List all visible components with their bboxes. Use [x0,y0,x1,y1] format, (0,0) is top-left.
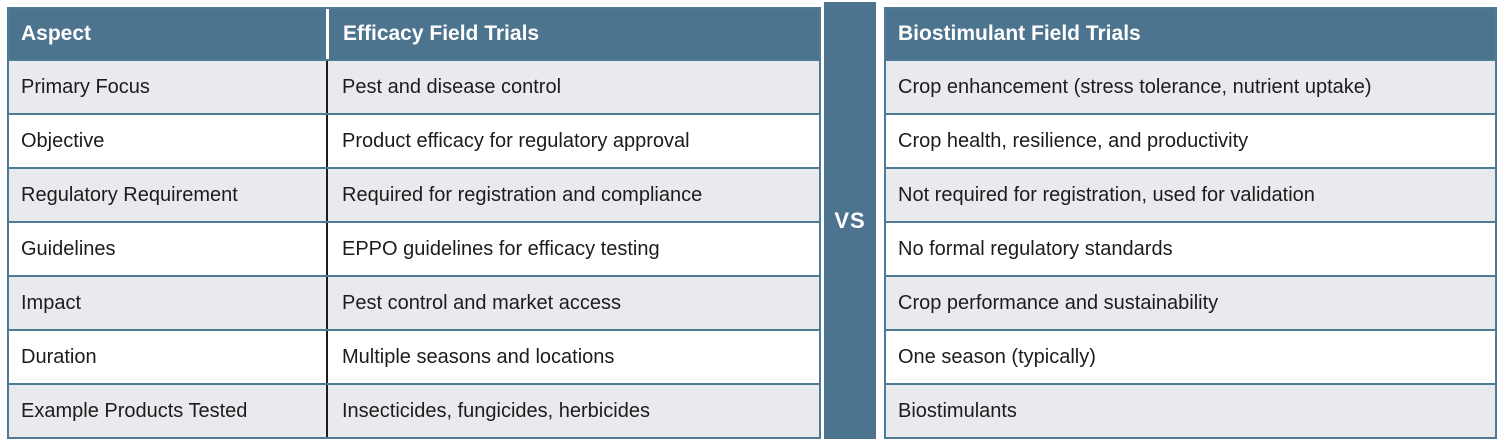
efficacy-table: Aspect Efficacy Field Trials Primary Foc… [7,7,821,439]
biostimulant-column-header: Biostimulant Field Trials [898,22,1141,45]
efficacy-cell: EPPO guidelines for efficacy testing [326,223,819,275]
biostimulant-cell: One season (typically) [898,345,1096,368]
table-row: Crop enhancement (stress tolerance, nutr… [886,59,1495,113]
efficacy-column-header: Efficacy Field Trials [326,9,819,59]
biostimulant-cell: Crop performance and sustainability [898,291,1219,314]
table-row: Primary Focus Pest and disease control [9,59,819,113]
efficacy-table-header-row: Aspect Efficacy Field Trials [9,9,819,59]
efficacy-cell: Pest and disease control [326,61,819,113]
aspect-cell: Duration [21,345,97,368]
table-row: No formal regulatory standards [886,221,1495,275]
efficacy-cell: Product efficacy for regulatory approval [326,115,819,167]
aspect-cell: Guidelines [21,237,116,260]
table-row: Biostimulants [886,383,1495,437]
table-row: Crop health, resilience, and productivit… [886,113,1495,167]
table-row: Impact Pest control and market access [9,275,819,329]
efficacy-cell: Pest control and market access [326,277,819,329]
table-row: Crop performance and sustainability [886,275,1495,329]
table-row: Duration Multiple seasons and locations [9,329,819,383]
biostimulant-table: Biostimulant Field Trials Crop enhanceme… [884,7,1497,439]
biostimulant-cell: Not required for registration, used for … [898,183,1315,206]
efficacy-cell: Multiple seasons and locations [326,331,819,383]
vs-label: VS [834,207,866,233]
table-row: Guidelines EPPO guidelines for efficacy … [9,221,819,275]
table-row: Example Products Tested Insecticides, fu… [9,383,819,437]
aspect-cell: Objective [21,129,105,152]
table-row: Objective Product efficacy for regulator… [9,113,819,167]
aspect-cell: Primary Focus [21,75,150,98]
biostimulant-cell: Biostimulants [898,399,1017,422]
aspect-cell: Example Products Tested [21,399,248,422]
efficacy-cell: Insecticides, fungicides, herbicides [326,385,819,437]
aspect-column-header: Aspect [21,22,92,45]
aspect-cell: Regulatory Requirement [21,183,238,206]
biostimulant-cell: Crop health, resilience, and productivit… [898,129,1249,152]
aspect-cell: Impact [21,291,82,314]
biostimulant-table-header-row: Biostimulant Field Trials [886,9,1495,59]
table-row: One season (typically) [886,329,1495,383]
vs-divider: VS [824,2,876,439]
biostimulant-cell: No formal regulatory standards [898,237,1173,260]
table-row: Regulatory Requirement Required for regi… [9,167,819,221]
efficacy-cell: Required for registration and compliance [326,169,819,221]
biostimulant-cell: Crop enhancement (stress tolerance, nutr… [898,75,1372,98]
table-row: Not required for registration, used for … [886,167,1495,221]
